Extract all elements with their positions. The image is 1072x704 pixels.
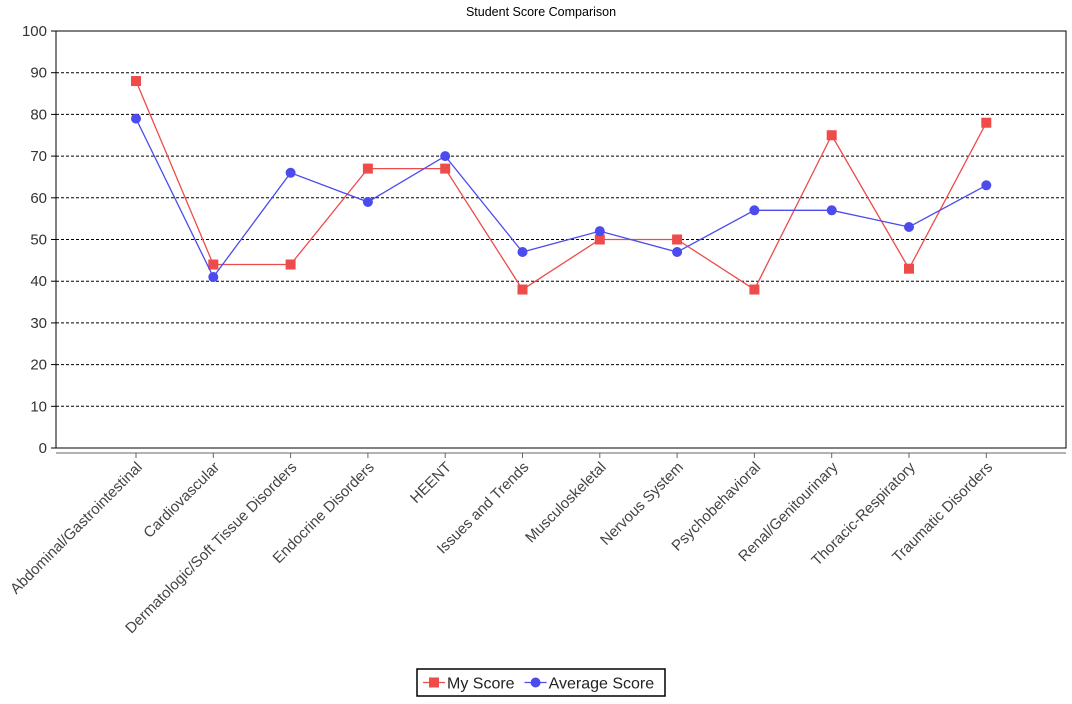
data-point: [131, 76, 141, 87]
data-point: [981, 180, 992, 191]
data-point: [362, 196, 373, 207]
y-tick-label: 10: [30, 398, 47, 415]
data-point: [826, 205, 837, 216]
x-axis: Abdominal/GastrointestinalCardiovascular…: [7, 452, 1066, 637]
series-layer: [131, 76, 992, 295]
data-point: [285, 167, 296, 178]
x-tick-label: Cardiovascular: [140, 459, 223, 542]
data-point: [131, 113, 141, 124]
grid-lines: [56, 72, 1066, 407]
x-tick-label: Nervous System: [597, 459, 687, 549]
y-axis: 0 10 20 30 40 50 60 70 80 90 100: [22, 23, 56, 457]
y-tick-label: 100: [22, 23, 47, 40]
data-point: [594, 234, 605, 245]
chart-title: Student Score Comparison: [466, 5, 616, 19]
y-tick-label: 60: [30, 190, 47, 207]
series-line: [135, 80, 987, 291]
y-tick-label: 30: [30, 315, 47, 332]
x-tick-label: Dermatologic/Soft Tissue Disorders: [122, 459, 300, 637]
data-point: [749, 284, 760, 295]
y-tick-label: 80: [30, 106, 47, 123]
data-point: [517, 284, 528, 295]
series-average-score: [131, 113, 992, 283]
x-tick-label: Musculoskeletal: [522, 459, 609, 546]
series-line: [135, 118, 987, 279]
data-point: [285, 259, 296, 270]
legend-label: My Score: [447, 676, 515, 693]
y-tick-label: 40: [30, 273, 47, 290]
y-tick-label: 20: [30, 357, 47, 374]
y-tick-label: 50: [30, 232, 47, 249]
y-tick-label: 90: [30, 65, 47, 82]
data-point: [904, 221, 914, 232]
y-tick-label: 0: [39, 440, 47, 457]
y-tick-label: 70: [30, 148, 47, 165]
data-point: [981, 117, 992, 128]
data-point: [594, 226, 605, 237]
legend-label: Average Score: [549, 676, 655, 693]
series-my-score: [131, 76, 992, 295]
legend-marker: [429, 677, 439, 688]
data-point: [208, 272, 219, 283]
data-point: [208, 259, 219, 270]
data-point: [440, 151, 451, 162]
data-point: [749, 205, 760, 216]
data-point: [672, 247, 683, 258]
legend: My Score Average Score: [416, 668, 666, 697]
data-point: [826, 130, 837, 141]
x-tick-label: HEENT: [407, 459, 455, 507]
data-point: [362, 163, 373, 174]
data-point: [672, 234, 683, 245]
data-point: [517, 247, 528, 258]
data-point: [440, 163, 451, 174]
legend-marker: [530, 677, 541, 688]
x-tick-label: Abdominal/Gastrointestinal: [7, 459, 146, 598]
data-point: [904, 263, 914, 274]
